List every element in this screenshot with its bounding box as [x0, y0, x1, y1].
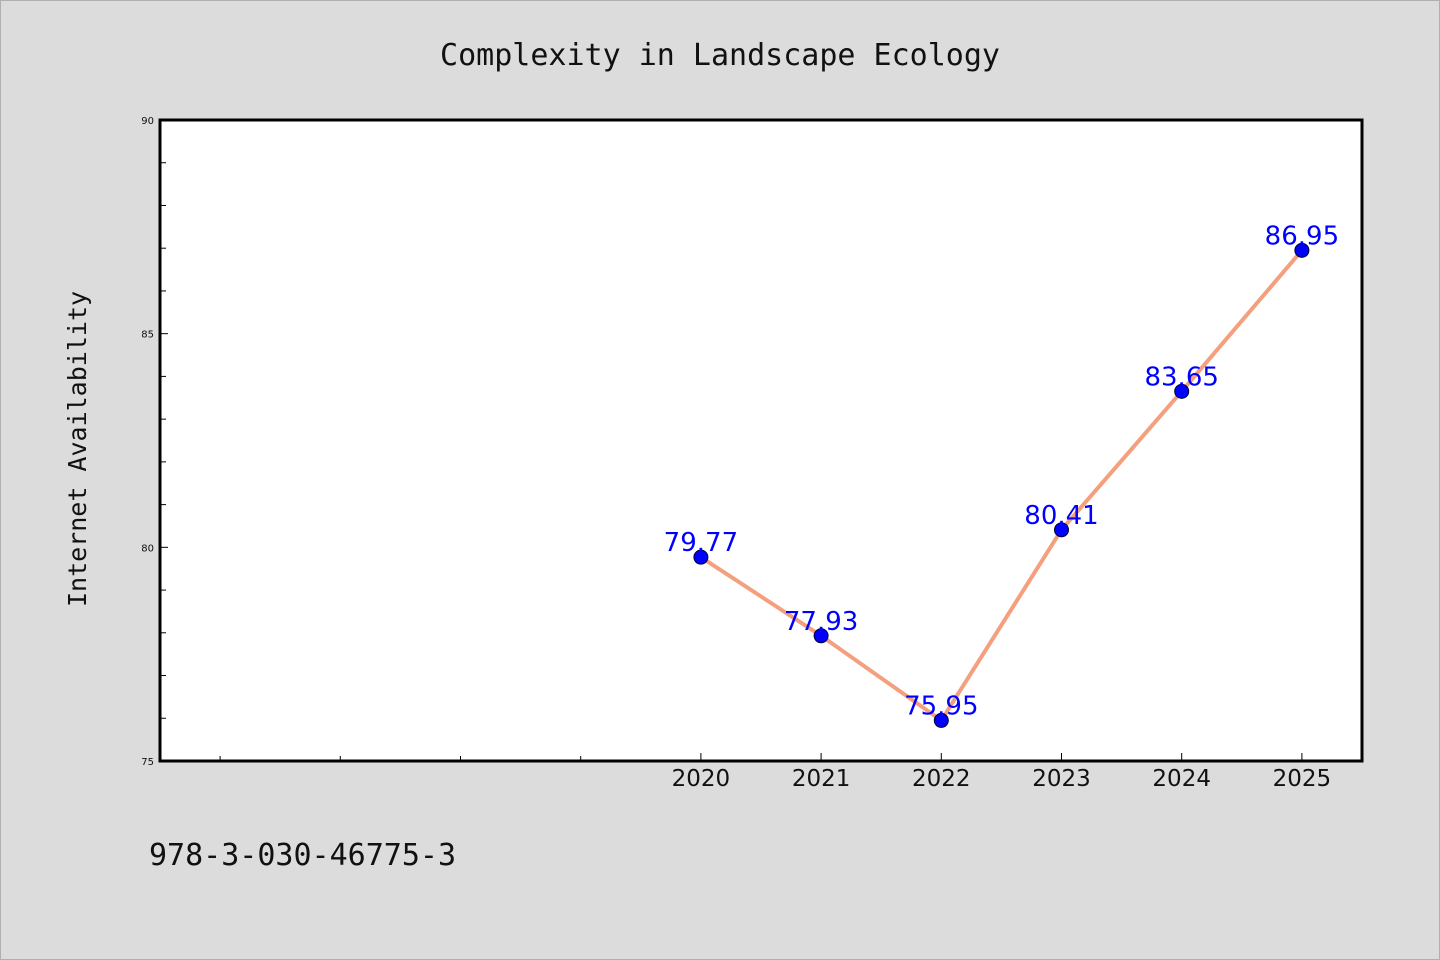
data-point	[1054, 522, 1069, 538]
x-tick-label: 2022	[912, 766, 971, 792]
series-layer: 79.77 77.93 75.95 80.41 83.65 86.95	[664, 221, 1339, 728]
y-tick-label: 75	[141, 757, 154, 768]
data-label: 79.77	[664, 528, 738, 558]
series-line	[699, 249, 1304, 723]
plot-frame	[158, 118, 1364, 763]
chart-title: Complexity in Landscape Ecology	[440, 38, 1000, 73]
data-point	[813, 628, 829, 644]
x-tick-label: 2025	[1273, 766, 1332, 792]
plot-area	[160, 120, 1362, 761]
x-tick-label: 2021	[792, 766, 851, 792]
y-tick-label: 90	[141, 116, 154, 127]
data-point	[1174, 383, 1190, 399]
y-tick-label: 80	[141, 543, 154, 554]
x-tick-label: 2023	[1032, 766, 1091, 792]
footnote-text: 978-3-030-46775-3	[149, 838, 456, 873]
data-label: 83.65	[1144, 362, 1218, 392]
data-point	[693, 549, 709, 565]
data-label: 86.95	[1265, 221, 1339, 251]
data-label: 80.41	[1024, 501, 1098, 531]
data-label: 77.93	[784, 607, 858, 637]
y-tick-label: 85	[141, 330, 154, 341]
y-axis-label: Internet Availability	[63, 291, 92, 607]
x-tick-label: 2020	[672, 766, 731, 792]
data-point	[933, 712, 949, 728]
data-point	[1294, 242, 1310, 258]
data-label: 75.95	[904, 691, 978, 721]
x-tick-label: 2024	[1152, 766, 1211, 792]
x-axis: 2020 2021 2022 2023 2024 2025	[219, 753, 1332, 792]
